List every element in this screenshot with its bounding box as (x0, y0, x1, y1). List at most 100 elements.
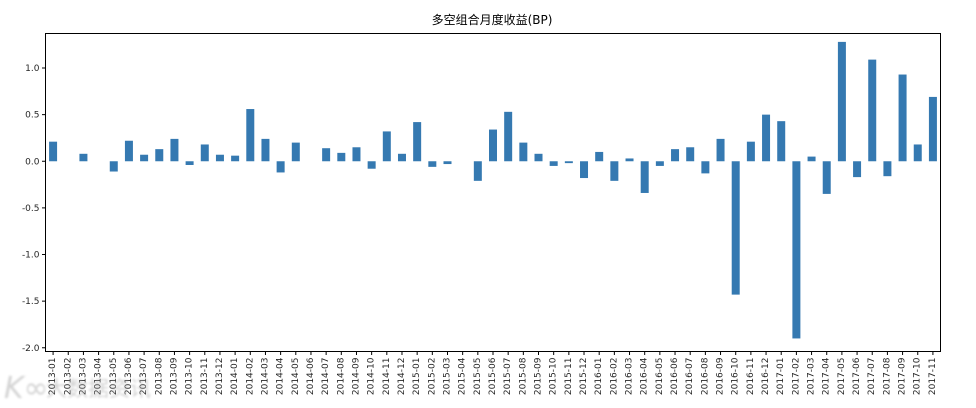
bar (246, 109, 255, 162)
bar (564, 161, 573, 164)
bar (549, 161, 558, 166)
bar (928, 96, 937, 162)
x-tick-label: 2013-04 (94, 357, 104, 395)
x-tick-label: 2015-08 (518, 357, 528, 395)
x-tick-label: 2014-05 (291, 358, 301, 396)
x-tick-label: 2014-10 (367, 357, 377, 395)
bar (686, 147, 695, 162)
bar (473, 161, 482, 181)
bar (489, 129, 497, 162)
bar (170, 138, 179, 162)
x-tick-label: 2014-07 (321, 358, 331, 396)
watermark-text: 大数据资讯 (46, 377, 151, 401)
y-tick-label: 0.5 (25, 111, 39, 121)
bar (777, 121, 786, 162)
bar (413, 122, 422, 162)
bar (49, 141, 58, 162)
x-tick-label: 2015-01 (412, 358, 422, 396)
bar (352, 147, 361, 162)
x-tick-label: 2017-03 (807, 358, 817, 396)
bar (746, 141, 755, 162)
x-tick-label: 2016-01 (594, 358, 604, 396)
x-tick-label: 2016-09 (716, 357, 726, 395)
y-tick-label: -0.5 (22, 204, 40, 214)
bar (625, 158, 634, 162)
bar (822, 161, 831, 194)
x-tick-label: 2013-12 (215, 358, 225, 396)
x-tick-label: 2015-04 (458, 357, 468, 395)
bar (231, 155, 240, 162)
bar (595, 151, 604, 162)
bar (291, 142, 300, 162)
x-tick-label: 2016-08 (700, 357, 710, 395)
bar (610, 161, 619, 181)
bar (898, 74, 907, 162)
bar (671, 149, 680, 162)
x-tick-label: 2016-05 (655, 358, 665, 396)
bar (913, 144, 922, 162)
x-tick-label: 2017-06 (852, 357, 862, 395)
y-tick-label: -1.0 (22, 251, 40, 261)
bar (883, 161, 892, 177)
bar (792, 161, 801, 339)
x-tick-label: 2015-09 (534, 357, 544, 395)
plot-border (45, 33, 941, 352)
x-tick-label: 2017-10 (913, 357, 923, 395)
x-tick-label: 2014-04 (276, 357, 286, 395)
watermark: K∞ 大数据资讯 (4, 371, 151, 406)
bar (215, 154, 224, 162)
bar (837, 41, 846, 162)
x-tick-label: 2016-07 (685, 358, 695, 396)
bar (534, 153, 543, 162)
y-tick-label: -1.5 (22, 297, 40, 307)
x-tick-label: 2014-01 (230, 358, 240, 396)
bar (276, 161, 285, 173)
x-tick-label: 2017-09 (898, 357, 908, 395)
y-tick-label: 1.0 (25, 64, 40, 74)
bar (337, 152, 346, 162)
x-tick-label: 2013-09 (169, 357, 179, 395)
x-tick-label: 2016-12 (761, 358, 771, 396)
x-tick-label: 2017-07 (867, 358, 877, 396)
x-tick-label: 2013-08 (154, 357, 164, 395)
x-tick-label: 2015-06 (488, 357, 498, 395)
bar (382, 131, 391, 162)
bar (367, 161, 376, 169)
bar (731, 161, 740, 295)
bar (261, 138, 270, 162)
bar (762, 114, 771, 162)
x-axis: 2013-01 2013-02 2013-03 2013-04 2013-05 2013-… (48, 351, 938, 396)
x-tick-label: 2014-12 (397, 358, 407, 396)
bar (140, 154, 149, 162)
x-tick-label: 2016-02 (609, 358, 619, 396)
x-tick-label: 2013-11 (200, 358, 210, 396)
watermark-logo-icon: K∞ (4, 371, 49, 406)
bar (428, 161, 437, 167)
x-tick-label: 2017-04 (822, 357, 832, 395)
x-tick-label: 2016-10 (731, 357, 741, 395)
bar (580, 161, 589, 179)
x-tick-label: 2016-03 (625, 358, 635, 396)
x-tick-label: 2015-11 (564, 358, 574, 396)
bar (109, 161, 118, 172)
bar (504, 111, 513, 162)
bar (853, 161, 862, 178)
bar (322, 148, 331, 162)
chart-title: 多空组合月度收益(BP) (432, 12, 553, 27)
x-tick-label: 2013-01 (48, 358, 58, 396)
x-tick-label: 2013-06 (124, 357, 134, 395)
x-tick-label: 2017-05 (837, 358, 847, 396)
bar (155, 149, 164, 162)
x-tick-label: 2015-10 (549, 357, 559, 395)
x-tick-label: 2013-05 (109, 358, 119, 396)
x-tick-label: 2015-02 (427, 358, 437, 396)
x-tick-label: 2017-02 (791, 358, 801, 396)
x-tick-label: 2017-11 (928, 358, 938, 396)
bars-series (49, 41, 937, 339)
bar (807, 156, 816, 162)
x-tick-label: 2015-07 (503, 358, 513, 396)
x-tick-label: 2017-08 (882, 357, 892, 395)
x-tick-label: 2014-09 (351, 357, 361, 395)
